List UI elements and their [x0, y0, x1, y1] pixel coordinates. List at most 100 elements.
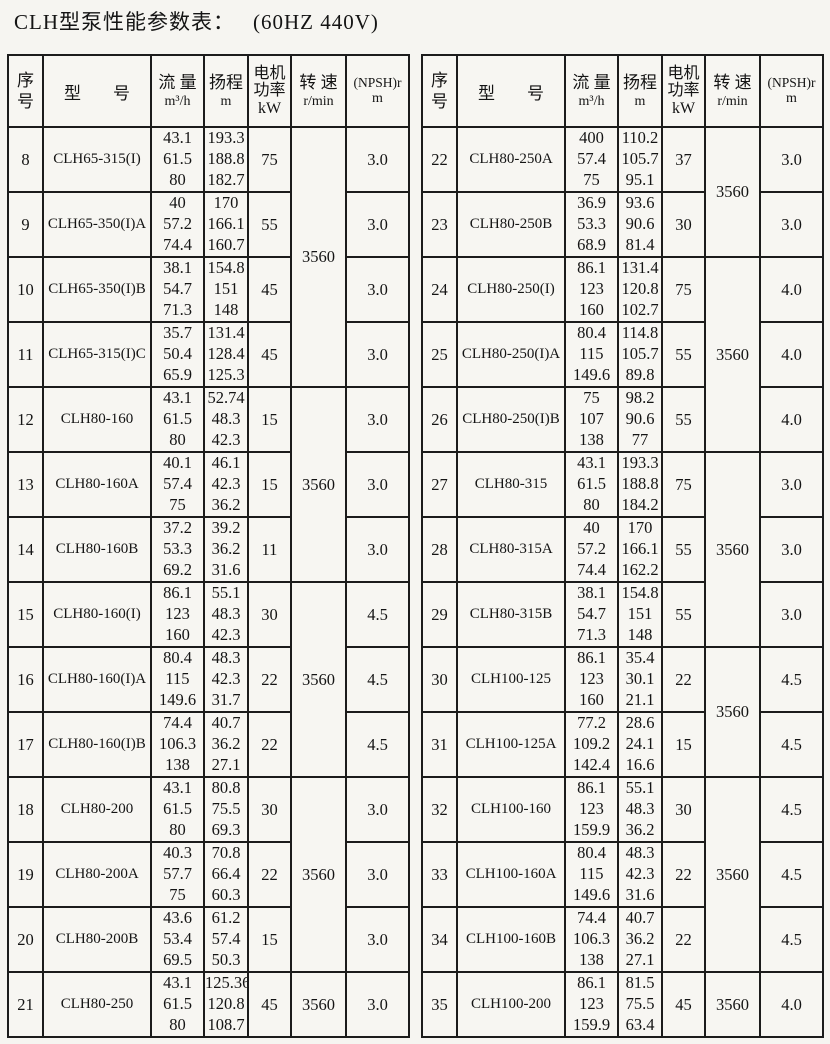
speed-cell: 3560 — [704, 971, 761, 1038]
row-index-cell: 25 — [421, 321, 458, 388]
speed-cell: 3560 — [290, 971, 347, 1038]
npsh-cell: 3.0 — [345, 451, 410, 518]
head-cell: 39.2 36.2 31.6 — [203, 516, 249, 583]
row-index-cell: 16 — [7, 646, 44, 713]
npsh-cell: 3.0 — [345, 191, 410, 258]
table-row: 17 CLH80-160(I)B 74.4 106.3 138 40.7 36.2 27.1 2… — [7, 711, 410, 778]
npsh-cell: 4.5 — [759, 646, 824, 713]
head-cell: 110.2 105.7 95.1 — [617, 126, 663, 193]
power-cell: 15 — [661, 711, 706, 778]
head-cell: 125.36 120.8 108.7 — [203, 971, 249, 1038]
head-cell: 154.8 151 148 — [617, 581, 663, 648]
row-index-cell: 19 — [7, 841, 44, 908]
head-cell: 35.4 30.1 21.1 — [617, 646, 663, 713]
pump-table-left: 序 号 型 号 流 量 m³/h 扬程 — [7, 54, 410, 1038]
model-cell: CLH100-200 — [456, 971, 566, 1038]
power-cell: 30 — [247, 776, 292, 843]
row-index-cell: 12 — [7, 386, 44, 453]
model-cell: CLH80-200A — [42, 841, 152, 908]
table-row: 8 CLH65-315(I) 43.1 61.5 80 193.3 188.8 182.7 75… — [7, 126, 410, 388]
power-cell: 55 — [661, 516, 706, 583]
power-cell: 55 — [661, 321, 706, 388]
row-index-cell: 10 — [7, 256, 44, 323]
head-cell: 28.6 24.1 16.6 — [617, 711, 663, 778]
speed-cell: 3560 — [704, 776, 761, 973]
power-cell: 55 — [661, 581, 706, 648]
power-cell: 75 — [661, 451, 706, 518]
table-row: 16 CLH80-160(I)A 80.4 115 149.6 48.3 42.3 31.7 2… — [7, 646, 410, 713]
row-index-cell: 9 — [7, 191, 44, 258]
header-flow: 流 量 m³/h — [564, 54, 619, 128]
page-title-main: CLH型泵性能参数表： — [14, 10, 235, 34]
npsh-cell: 3.0 — [759, 581, 824, 648]
flow-cell: 36.9 53.3 68.9 — [564, 191, 619, 258]
model-cell: CLH80-250(I)B — [456, 386, 566, 453]
npsh-cell: 4.0 — [759, 386, 824, 453]
flow-cell: 86.1 123 160 — [150, 581, 205, 648]
flow-cell: 74.4 106.3 138 — [564, 906, 619, 973]
table-row: 30 CLH100-125 86.1 123 160 35.4 30.1 21.1 22 3560… — [421, 646, 824, 778]
speed-cell: 3560 — [290, 386, 347, 583]
table-row: 10 CLH65-350(I)B 38.1 54.7 71.3 154.8 151 148 45… — [7, 256, 410, 323]
flow-cell: 80.4 115 149.6 — [150, 646, 205, 713]
model-cell: CLH80-160 — [42, 386, 152, 453]
model-cell: CLH80-315 — [456, 451, 566, 518]
table-row: 12 CLH80-160 43.1 61.5 80 52.74 48.3 42.3 15 3560… — [7, 386, 410, 583]
power-cell: 30 — [247, 581, 292, 648]
speed-cell: 3560 — [704, 646, 761, 778]
table-row: 28 CLH80-315A 40 57.2 74.4 170 166.1 162.2 55 3.0 — [421, 516, 824, 583]
npsh-cell: 3.0 — [345, 516, 410, 583]
npsh-cell: 3.0 — [345, 126, 410, 193]
header-model: 型 号 — [456, 54, 566, 128]
npsh-cell: 4.5 — [759, 841, 824, 908]
npsh-cell: 3.0 — [759, 191, 824, 258]
table-row: 35 CLH100-200 86.1 123 159.9 81.5 75.5 63.4 45 35… — [421, 971, 824, 1038]
head-cell: 193.3 188.8 184.2 — [617, 451, 663, 518]
flow-cell: 86.1 123 160 — [564, 256, 619, 323]
header-head: 扬程 m — [203, 54, 249, 128]
head-cell: 170 166.1 162.2 — [617, 516, 663, 583]
speed-cell: 3560 — [290, 581, 347, 778]
model-cell: CLH65-350(I)B — [42, 256, 152, 323]
power-cell: 30 — [661, 776, 706, 843]
table-row: 19 CLH80-200A 40.3 57.7 75 70.8 66.4 60.3 22 3.0 — [7, 841, 410, 908]
head-cell: 98.2 90.6 77 — [617, 386, 663, 453]
table-header: 序 号 型 号 流 量 m³/h 扬程 — [7, 54, 410, 128]
page-title: CLH型泵性能参数表： (60HZ 440V) — [14, 6, 379, 36]
power-cell: 22 — [247, 646, 292, 713]
table-row: 23 CLH80-250B 36.9 53.3 68.9 93.6 90.6 81.4 30 3.… — [421, 191, 824, 258]
flow-cell: 40.1 57.4 75 — [150, 451, 205, 518]
model-cell: CLH80-315A — [456, 516, 566, 583]
speed-cell: 3560 — [290, 776, 347, 973]
model-cell: CLH100-160 — [456, 776, 566, 843]
header-index: 序 号 — [421, 54, 458, 128]
header-speed: 转 速 r/min — [704, 54, 761, 128]
flow-cell: 86.1 123 159.9 — [564, 971, 619, 1038]
table-row: 26 CLH80-250(I)B 75 107 138 98.2 90.6 77 55 4.0 — [421, 386, 824, 453]
npsh-cell: 4.0 — [759, 971, 824, 1038]
table-row: 22 CLH80-250A 400 57.4 75 110.2 105.7 95.1 37 356… — [421, 126, 824, 258]
model-cell: CLH65-315(I) — [42, 126, 152, 193]
table-header: 序 号 型 号 流 量 m³/h 扬程 — [421, 54, 824, 128]
head-cell: 154.8 151 148 — [203, 256, 249, 323]
speed-cell: 3560 — [290, 126, 347, 388]
flow-cell: 40 57.2 74.4 — [564, 516, 619, 583]
head-cell: 131.4 128.4 125.3 — [203, 321, 249, 388]
table-row: 13 CLH80-160A 40.1 57.4 75 46.1 42.3 36.2 15 3.0 — [7, 451, 410, 518]
head-cell: 52.74 48.3 42.3 — [203, 386, 249, 453]
header-head: 扬程 m — [617, 54, 663, 128]
model-cell: CLH80-160(I)B — [42, 711, 152, 778]
head-cell: 131.4 120.8 102.7 — [617, 256, 663, 323]
flow-cell: 43.6 53.4 69.5 — [150, 906, 205, 973]
header-speed: 转 速 r/min — [290, 54, 347, 128]
npsh-cell: 4.5 — [759, 711, 824, 778]
head-cell: 55.1 48.3 36.2 — [617, 776, 663, 843]
flow-cell: 75 107 138 — [564, 386, 619, 453]
power-cell: 30 — [661, 191, 706, 258]
head-cell: 40.7 36.2 27.1 — [203, 711, 249, 778]
row-index-cell: 14 — [7, 516, 44, 583]
row-index-cell: 30 — [421, 646, 458, 713]
model-cell: CLH65-315(I)C — [42, 321, 152, 388]
table-body: 8 CLH65-315(I) 43.1 61.5 80 193.3 188.8 182.7 75… — [7, 126, 410, 1038]
